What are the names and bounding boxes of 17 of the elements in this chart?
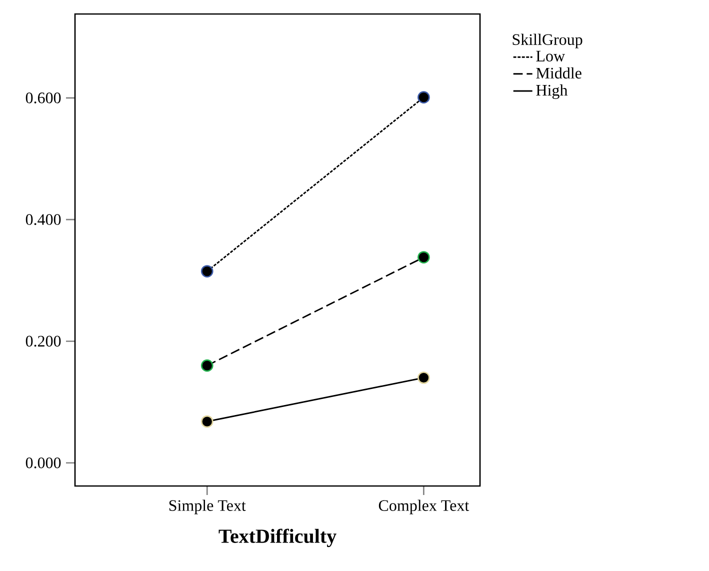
x-axis-title: TextDifficulty [218, 528, 336, 548]
legend-label: Middle [536, 67, 582, 79]
point [418, 91, 430, 104]
point [200, 265, 214, 278]
x-tick-label: Simple Text [169, 500, 246, 514]
point [418, 251, 430, 264]
y-tick-label: 0.200 [26, 336, 61, 347]
point [200, 359, 214, 372]
y-tick-label: 0.000 [26, 457, 61, 468]
point [418, 372, 430, 384]
x-tick-label: Complex Text [378, 500, 470, 514]
y-tick-label: 0.600 [26, 92, 61, 104]
legend-title: SkillGroup [512, 34, 582, 48]
point [200, 415, 214, 428]
legend-label: Low [536, 50, 565, 62]
y-tick-label: 0.400 [26, 214, 61, 226]
legend-label: High [536, 84, 568, 99]
